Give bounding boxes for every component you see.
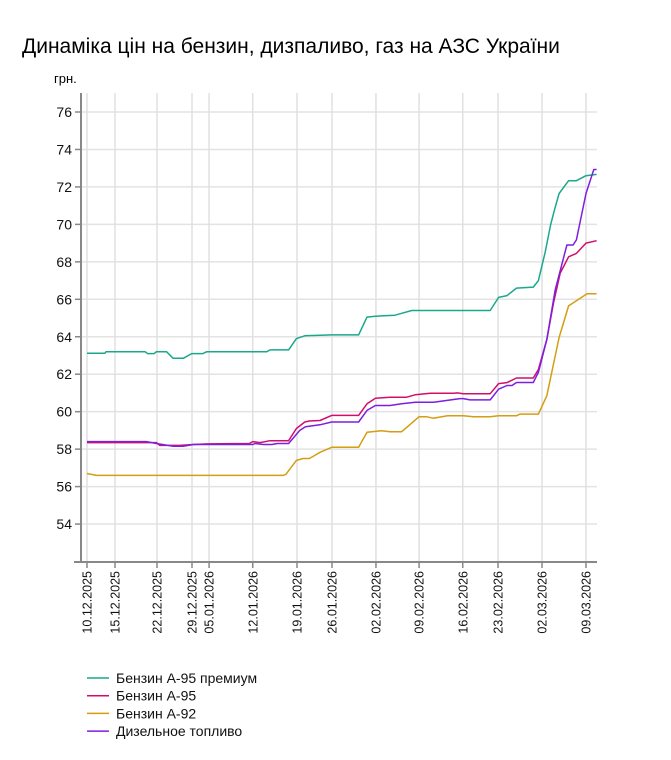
x-tick-label: 15.12.2025	[109, 571, 123, 634]
x-tick-label: 19.01.2026	[291, 571, 305, 634]
y-tick-label: 58	[56, 441, 72, 457]
legend-label: Дизельное топливо	[116, 723, 242, 739]
x-tick-label: 02.03.2026	[536, 571, 550, 634]
legend-label: Бензин А-95 премиум	[116, 670, 257, 686]
legend-item: Бензин А-92	[87, 705, 196, 721]
y-tick-label: 54	[56, 516, 72, 532]
series-line-0	[87, 173, 597, 360]
x-tick-label: 05.01.2026	[203, 571, 217, 634]
y-axis-ticks: 54 56 58 60 62 64 66 68 70 72 74 76	[56, 104, 81, 532]
legend-label: Бензин А-95	[116, 688, 196, 704]
x-tick-label: 23.02.2026	[492, 571, 506, 634]
series-line-3	[87, 168, 597, 448]
x-tick-label: 26.01.2026	[326, 571, 340, 634]
x-tick-label: 22.12.2025	[151, 571, 165, 634]
x-tick-label: 02.02.2026	[369, 571, 383, 634]
y-tick-label: 68	[56, 254, 72, 270]
series-line-2	[86, 292, 597, 477]
grid	[81, 93, 597, 562]
y-tick-label: 72	[56, 179, 72, 195]
legend-item: Дизельное топливо	[87, 723, 242, 739]
y-tick-label: 76	[56, 104, 72, 120]
y-tick-label: 70	[56, 216, 72, 232]
x-tick-label: 16.02.2026	[456, 571, 470, 634]
chart-title: Динаміка цін на бензин, дизпаливо, газ н…	[22, 35, 560, 58]
y-tick-label: 74	[56, 141, 72, 157]
y-tick-label: 66	[56, 291, 72, 307]
x-tick-label: 29.12.2025	[186, 571, 200, 634]
y-tick-label: 56	[56, 479, 72, 495]
x-axis-ticks: 10.12.2025 15.12.2025 22.12.2025 29.12.2025…	[81, 562, 593, 634]
y-axis-label: грн.	[54, 71, 77, 86]
y-tick-label: 62	[56, 366, 72, 382]
legend-label: Бензин А-92	[116, 705, 196, 721]
x-tick-label: 09.03.2026	[579, 571, 593, 634]
y-tick-label: 60	[56, 404, 72, 420]
x-tick-label: 09.02.2026	[413, 571, 427, 634]
y-tick-label: 64	[56, 329, 72, 345]
series-lines	[86, 168, 597, 477]
x-tick-label: 12.01.2026	[246, 571, 260, 634]
legend-item: Бензин А-95	[87, 688, 196, 704]
x-tick-label: 10.12.2025	[81, 571, 95, 634]
legend-item: Бензин А-95 премиум	[87, 670, 257, 686]
